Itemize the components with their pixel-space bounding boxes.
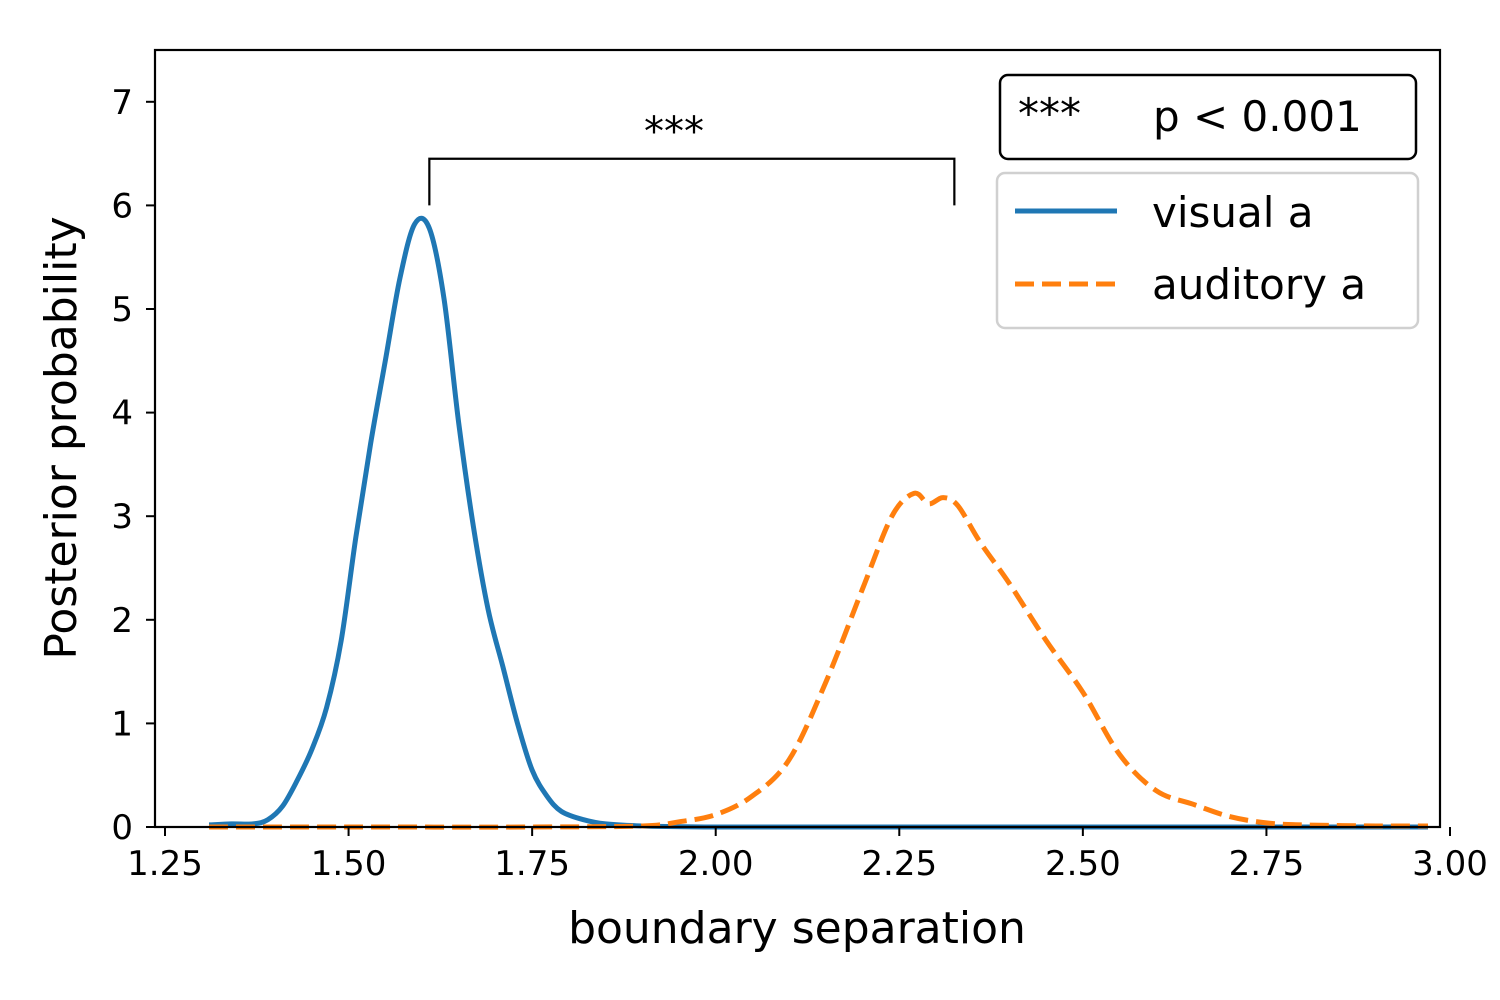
axes-layer: 1.25 1.50 1.75 2.00 2.25 2.50 2.75 3.00 0 1 2 3 4 5 6 7 <box>111 48 1488 884</box>
legend: visual a auditory a <box>995 171 1420 330</box>
y-tick-label: 5 <box>111 290 133 330</box>
significance-box: *** p < 0.001 <box>998 73 1418 161</box>
x-tick-label: 2.00 <box>678 844 754 884</box>
significance-box-frame <box>998 73 1418 161</box>
y-tick-label: 1 <box>111 704 133 744</box>
y-axis-title: Posterior probability <box>36 216 87 659</box>
plot-frame <box>153 48 1442 829</box>
y-tick-label: 7 <box>111 83 133 123</box>
x-tick-label: 2.75 <box>1229 844 1305 884</box>
series-line-auditory-a <box>209 490 1429 830</box>
y-tick-label: 2 <box>111 601 133 641</box>
plot-area <box>155 50 1440 827</box>
significance-label: *** <box>644 109 704 155</box>
x-tick-label: 1.25 <box>127 844 203 884</box>
y-tick-label: 4 <box>111 394 133 434</box>
x-tick-label: 2.25 <box>861 844 937 884</box>
legend-label-auditory-a: auditory a <box>1152 260 1366 309</box>
x-tick-label: 1.75 <box>494 844 570 884</box>
significance-box-stars: *** <box>1018 89 1081 138</box>
x-tick-label: 2.50 <box>1045 844 1121 884</box>
significance-bracket-line <box>428 157 956 206</box>
x-tick-label: 1.50 <box>311 844 387 884</box>
y-tick-label: 0 <box>111 808 133 848</box>
plot-background <box>155 50 1440 827</box>
y-tick-label: 3 <box>111 497 133 537</box>
significance-bracket <box>428 157 956 206</box>
significance-box-text: p < 0.001 <box>1153 92 1362 141</box>
y-tick-label: 6 <box>111 186 133 226</box>
x-tick-label: 3.00 <box>1412 844 1488 884</box>
x-axis-title: boundary separation <box>568 903 1026 954</box>
legend-label-visual-a: visual a <box>1152 188 1314 237</box>
